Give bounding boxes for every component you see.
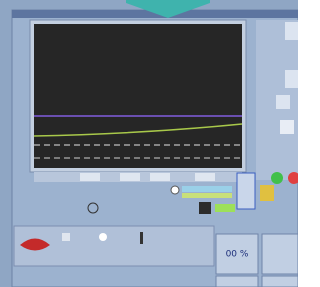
checkbox[interactable] [62, 233, 70, 241]
legend-swatch [182, 186, 232, 192]
screen: 00 % [0, 0, 298, 287]
radio[interactable] [99, 233, 107, 241]
indicator [215, 204, 235, 212]
page: 00 % (() => { const data = JSON.parse(do… [0, 0, 298, 287]
graph-area [34, 24, 242, 168]
side-button[interactable] [285, 70, 298, 88]
button[interactable] [120, 173, 140, 181]
status-box [237, 173, 255, 209]
side-button[interactable] [276, 95, 290, 109]
legend-swatch [182, 193, 232, 198]
radio[interactable] [171, 186, 179, 194]
side-button[interactable] [280, 120, 294, 134]
side-button[interactable] [285, 22, 298, 40]
button[interactable] [80, 173, 100, 181]
readout [216, 276, 258, 287]
icon[interactable] [199, 202, 211, 214]
status-light [271, 172, 283, 184]
button[interactable] [150, 173, 170, 181]
readout [262, 234, 298, 274]
icon [140, 232, 143, 244]
percent-readout: 00 % [226, 250, 249, 260]
button[interactable] [195, 173, 215, 181]
readout [262, 276, 298, 287]
icon[interactable] [260, 185, 274, 201]
